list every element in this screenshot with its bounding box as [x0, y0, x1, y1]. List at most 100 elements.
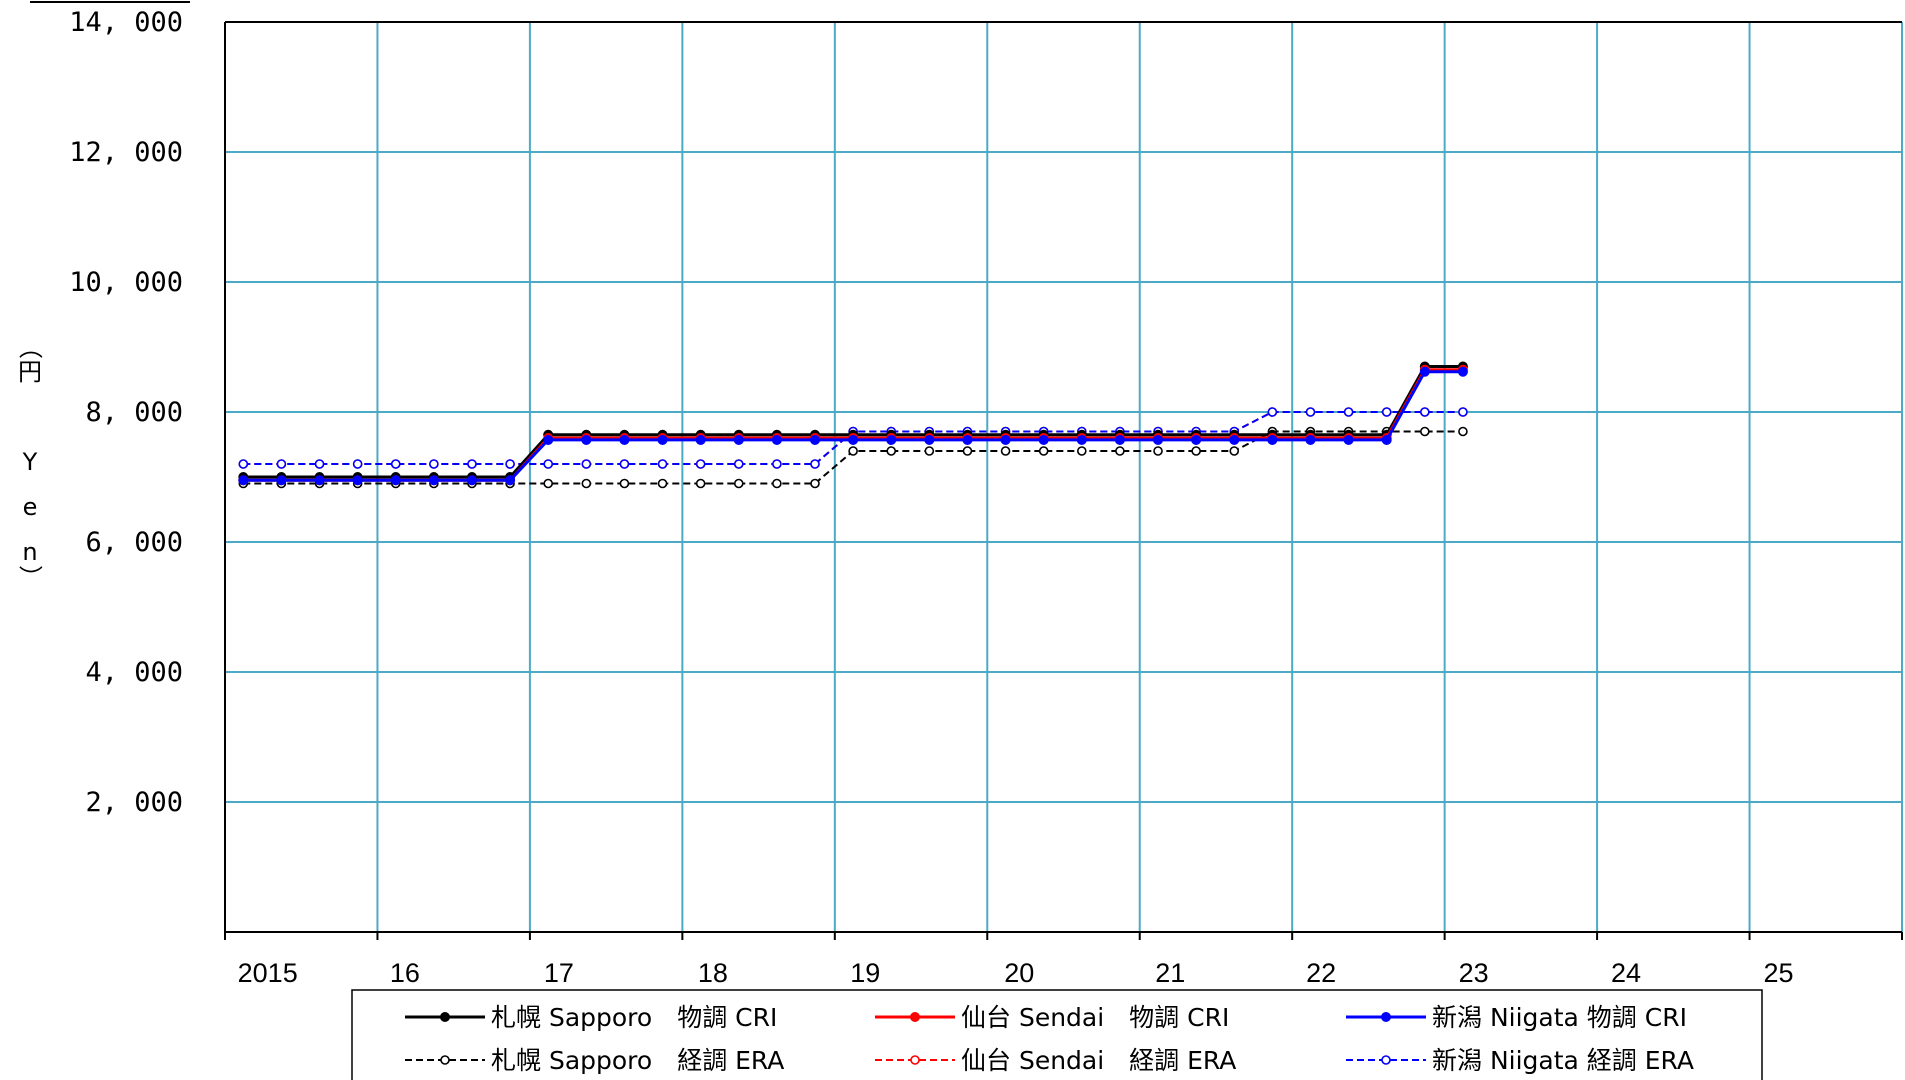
data-point: [390, 459, 401, 469]
x-tick-label: 25: [1763, 958, 1793, 988]
y-axis-ticks: 2, 000 4, 000 6, 000 8, 000 10, 000 12, 000 14…: [69, 7, 183, 818]
data-point: [581, 459, 592, 469]
series-1: [238, 364, 1468, 486]
legend-label: 新潟 Niigata 物調 CRI: [1432, 1003, 1687, 1032]
data-point: [1381, 407, 1392, 417]
legend-swatch-marker: [440, 1012, 450, 1022]
data-point: [1267, 434, 1278, 445]
x-tick-label: 2015: [238, 958, 298, 988]
data-point: [733, 459, 744, 469]
x-tick-label: 17: [544, 958, 574, 988]
data-point: [276, 475, 287, 486]
data-point: [1000, 434, 1011, 445]
data-point: [543, 478, 554, 489]
data-point: [771, 434, 782, 445]
x-tick-label: 24: [1611, 958, 1641, 988]
data-point: [238, 475, 249, 486]
data-point: [1420, 426, 1430, 437]
data-point: [1419, 366, 1430, 377]
legend-swatch-marker: [440, 1055, 450, 1065]
y-axis-label-char: 円: [18, 358, 42, 386]
legend-swatch-marker: [910, 1055, 920, 1065]
x-axis-ticks: 2015 16 17 18 19 20 21 22 23 24 25: [238, 958, 1794, 988]
legend-label: 仙台 Sendai 経調 ERA: [961, 1046, 1236, 1075]
data-point: [1038, 446, 1049, 456]
data-point: [1153, 434, 1164, 445]
y-axis-label-char: e: [23, 493, 38, 521]
data-point: [390, 475, 401, 486]
legend-swatch-marker: [910, 1012, 920, 1022]
data-point: [352, 459, 363, 469]
data-point: [429, 459, 439, 469]
x-tick-label: 19: [850, 958, 880, 988]
legend-label: 札幌 Sapporo 経調 ERA: [491, 1046, 784, 1075]
data-point: [238, 459, 249, 469]
data-point: [581, 434, 592, 445]
data-point: [619, 434, 630, 445]
data-point: [581, 478, 592, 489]
data-point: [1076, 446, 1087, 456]
data-point: [962, 434, 973, 445]
data-point: [733, 478, 744, 489]
data-point: [1420, 407, 1430, 417]
data-point: [1267, 407, 1278, 417]
data-point: [1038, 434, 1049, 445]
data-point: [848, 434, 859, 445]
legend-swatch-marker: [1381, 1012, 1391, 1022]
data-point: [1305, 434, 1316, 445]
y-tick-label: 12, 000: [69, 137, 183, 168]
data-point: [1381, 434, 1392, 445]
data-point: [1343, 407, 1354, 417]
data-point: [1114, 434, 1125, 445]
data-point: [772, 459, 782, 469]
data-point: [543, 434, 554, 445]
y-axis-label-char: n: [22, 538, 37, 566]
legend-item: 新潟 Niigata 物調 CRI: [1346, 1003, 1687, 1032]
data-point: [1305, 407, 1316, 417]
x-tick-label: 18: [698, 958, 728, 988]
data-point: [886, 446, 897, 456]
y-tick-label: 4, 000: [85, 657, 183, 688]
data-point: [1191, 434, 1202, 445]
data-point: [809, 434, 820, 445]
data-point: [428, 475, 439, 486]
data-point: [962, 446, 973, 456]
y-axis-label-char: Y: [22, 448, 38, 476]
series-line: [243, 365, 1463, 479]
data-point: [1076, 434, 1087, 445]
data-point: [772, 478, 782, 489]
data-point: [314, 459, 325, 469]
data-point: [1153, 446, 1163, 456]
y-tick-label: 6, 000: [85, 527, 183, 558]
legend-label: 新潟 Niigata 経調 ERA: [1432, 1046, 1694, 1075]
data-point: [924, 434, 935, 445]
legend-item: 札幌 Sapporo 物調 CRI: [405, 1003, 777, 1032]
y-axis-label-char: （: [16, 335, 44, 359]
data-point: [1000, 446, 1011, 456]
data-point: [695, 459, 706, 469]
data-point: [1458, 426, 1468, 437]
legend-box: [351, 989, 1763, 1080]
data-point: [733, 434, 744, 445]
data-point: [810, 478, 820, 489]
legend-swatch-marker: [1381, 1055, 1391, 1065]
series-layer: [238, 361, 1468, 489]
data-point: [276, 459, 287, 469]
data-point: [695, 434, 706, 445]
data-point: [619, 478, 630, 489]
x-tick-label: 20: [1004, 958, 1034, 988]
data-point: [695, 478, 706, 489]
data-point: [467, 459, 477, 469]
legend-item: 札幌 Sapporo 経調 ERA: [405, 1046, 784, 1075]
series-2: [238, 366, 1468, 486]
data-point: [466, 475, 477, 486]
data-point: [1343, 434, 1354, 445]
data-point: [1229, 434, 1240, 445]
legend-item: 新潟 Niigata 経調 ERA: [1346, 1046, 1694, 1075]
data-point: [657, 459, 668, 469]
data-point: [1457, 366, 1468, 377]
data-point: [1229, 446, 1240, 456]
grid: [30, 1, 1903, 940]
y-tick-label: 14, 000: [69, 7, 183, 38]
